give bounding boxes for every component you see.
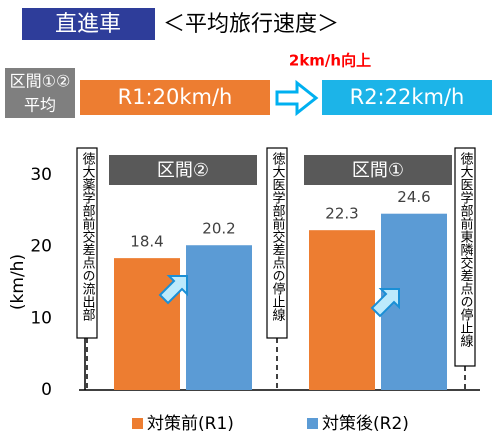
section-label: 平均 <box>24 96 56 115</box>
after-label: R2:22km/h <box>350 85 465 109</box>
x-tick-label: 区間② <box>157 160 209 181</box>
y-tick-label: 20 <box>30 237 52 257</box>
subtitle: ＜平均旅行速度＞ <box>163 12 339 37</box>
y-axis-label: (km/h) <box>8 254 28 310</box>
y-tick-label: 0 <box>41 380 52 400</box>
boundary-box <box>266 147 288 339</box>
section-header-box <box>109 155 257 185</box>
boundary-label: 徳大薬学部前交差点の流出部 <box>80 152 96 321</box>
value-label: 22.3 <box>325 205 358 223</box>
value-label: 18.4 <box>130 233 163 251</box>
gain-note: 2km/h向上 <box>289 52 371 70</box>
legend-label: 対策後(R2) <box>322 414 409 434</box>
legend-label: 対策前(R1) <box>147 414 234 434</box>
boundary-box <box>76 147 98 339</box>
bar <box>186 245 252 390</box>
arrow <box>275 79 319 117</box>
bar <box>309 230 375 390</box>
title: 直進車 <box>55 12 121 37</box>
trend-arrow <box>158 275 188 305</box>
y-tick-label: 10 <box>30 308 52 328</box>
section-box <box>5 68 75 118</box>
x-tick-label: 区間① <box>352 160 404 181</box>
section-label: 区間①② <box>10 72 71 91</box>
after-box <box>322 80 492 115</box>
bar <box>114 258 180 390</box>
value-label: 20.2 <box>202 220 235 238</box>
section-header-box <box>304 155 452 185</box>
y-tick-label: 30 <box>30 165 52 185</box>
title-box <box>22 8 155 40</box>
before-box <box>80 80 270 115</box>
legend-swatch <box>132 418 143 429</box>
value-label: 24.6 <box>397 188 430 206</box>
boundary-box <box>454 147 476 367</box>
trend-arrow <box>370 288 400 318</box>
legend-swatch <box>307 418 318 429</box>
before-label: R1:20km/h <box>118 85 233 109</box>
boundary-label: 徳大医学部前東隣交差点の停止線 <box>458 152 474 347</box>
boundary-label: 徳大医学部前交差点の停止線 <box>270 152 286 321</box>
